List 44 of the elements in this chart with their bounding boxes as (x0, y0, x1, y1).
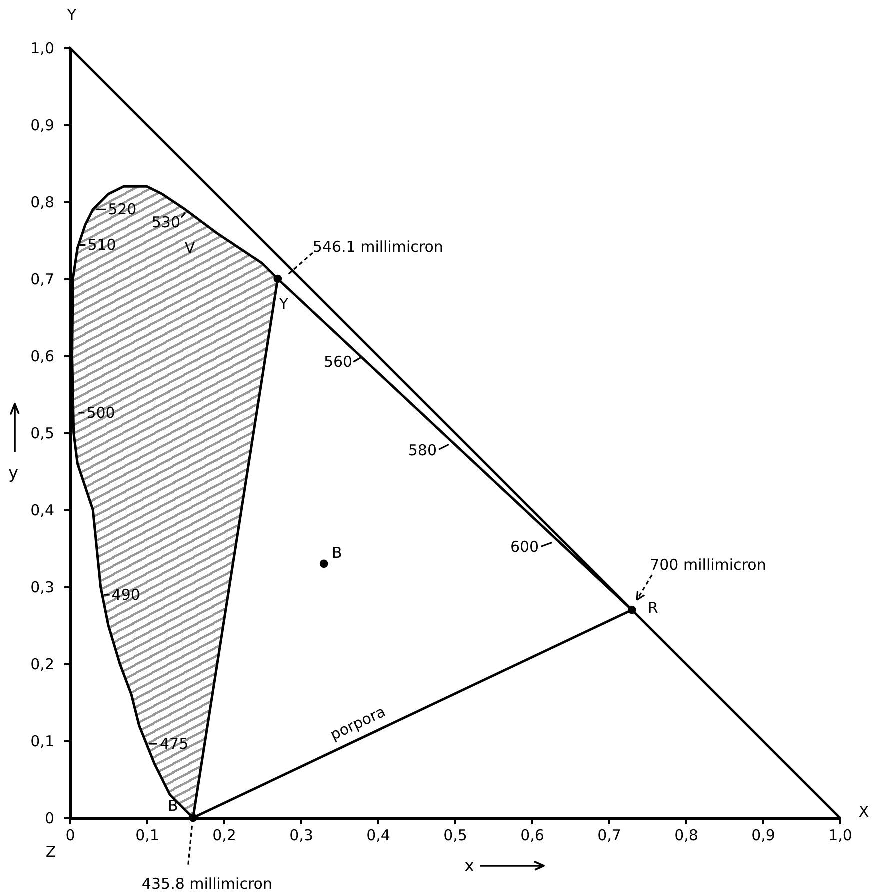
annotation: X (858, 803, 870, 821)
y-tick-label: 0,6 (30, 348, 54, 366)
x-tick-label: 0,9 (752, 826, 776, 844)
y-tick-label: 0,2 (30, 656, 54, 674)
annotation: 475 (160, 735, 189, 753)
y-tick-label: 0,9 (30, 116, 54, 134)
y-tick-label: 0,4 (30, 502, 54, 520)
y-axis-title: y (8, 464, 19, 484)
x-tick-label: 1,0 (828, 826, 852, 844)
y-tick-label: 0,8 (30, 194, 54, 212)
x-tick-label: 0,5 (444, 826, 468, 844)
annotation: 700 millimicron (650, 556, 766, 574)
y-tick-label: 0,3 (30, 578, 54, 596)
y-tick-label: 1,0 (30, 40, 54, 58)
annotation: 546.1 millimicron (312, 238, 444, 256)
annotation: 500 (86, 404, 116, 422)
x-tick-label: 0,3 (290, 826, 314, 844)
y-tick-label: 0,5 (30, 424, 54, 442)
text: Z (46, 843, 56, 861)
x-tick-label: 0,1 (136, 826, 160, 844)
y-tick-label: 0,1 (30, 732, 54, 750)
annotation: R (648, 599, 658, 618)
x-tick-label: 0 (66, 826, 76, 844)
y-tick-label: 0,7 (30, 270, 54, 288)
annotation: B (168, 797, 178, 815)
x-axis-title: x (464, 856, 475, 876)
annotation: 520 (108, 200, 137, 219)
annotation: 435.8 millimicron (142, 875, 272, 893)
x-tick-label: 0,6 (520, 826, 544, 844)
x-tick-label: 0,7 (598, 826, 622, 844)
annotation: 560 (324, 353, 353, 371)
annotation: Y (278, 295, 290, 313)
x-tick-label: 0,2 (212, 826, 236, 844)
annotation: 510 (88, 236, 116, 254)
annotation: 600 (510, 538, 540, 556)
y-tick-label: 0 (44, 810, 54, 828)
x-tick-label: 0,8 (674, 826, 698, 844)
annotation: 490 (112, 586, 140, 604)
annotation: B (332, 544, 342, 562)
annotation: Y (66, 6, 78, 24)
x-tick-label: 0,4 (366, 826, 390, 844)
annotation: 530 (152, 214, 180, 232)
annotation: 580 (408, 442, 437, 460)
annotation: V (184, 239, 196, 257)
